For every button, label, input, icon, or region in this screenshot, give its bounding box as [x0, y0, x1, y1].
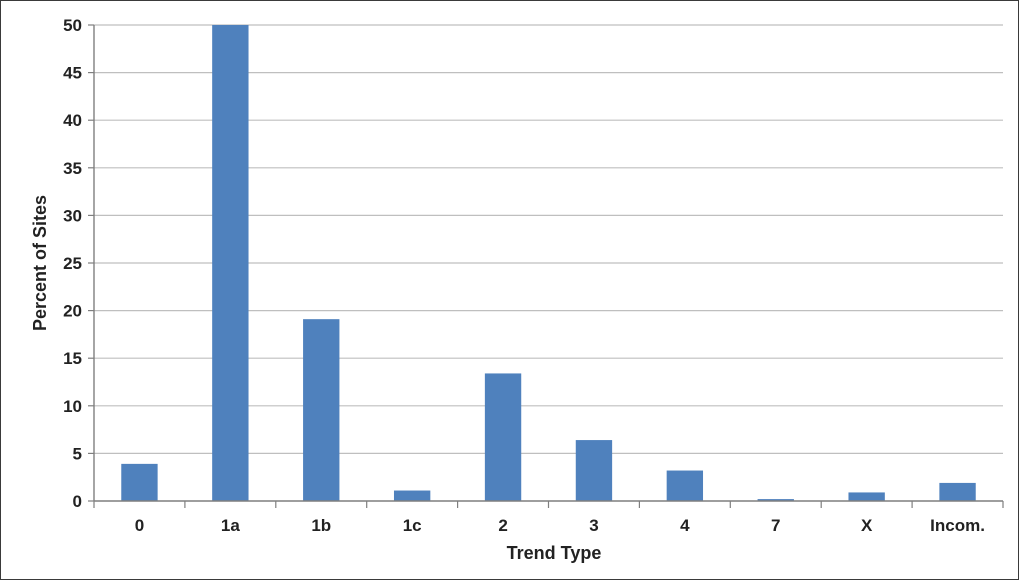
x-tick-label: 0	[135, 516, 144, 535]
x-tick-label: 4	[680, 516, 690, 535]
bar-2	[484, 373, 522, 501]
y-axis-title: Percent of Sites	[30, 195, 50, 331]
x-tick-label: 1b	[311, 516, 331, 535]
x-tick-label: 1c	[403, 516, 422, 535]
y-tick-labels: 0 5 10 15 20 25 30 35 40 45 50	[63, 16, 82, 511]
y-tick-label: 30	[63, 206, 82, 225]
bar-1b	[303, 319, 340, 501]
y-tick-label: 35	[63, 159, 82, 178]
bar-1c	[393, 490, 431, 501]
y-tick-label: 15	[63, 349, 82, 368]
y-tick-label: 50	[63, 16, 82, 35]
bar-3	[575, 440, 613, 501]
x-tick-labels: 0 1a 1b 1c 2 3 4 7 X Incom.	[135, 516, 985, 535]
y-tick-label: 45	[63, 64, 82, 83]
bar-incom	[939, 482, 976, 501]
bars	[121, 25, 976, 501]
x-tick-label: 1a	[221, 516, 240, 535]
x-tick-label: X	[861, 516, 873, 535]
y-tick-label: 0	[73, 492, 82, 511]
x-tick-label: 7	[771, 516, 780, 535]
y-tick-label: 40	[63, 111, 82, 130]
bar-4	[666, 470, 704, 501]
bar-x	[848, 492, 885, 501]
y-tick-label: 5	[73, 444, 82, 463]
bar-0	[121, 463, 158, 501]
axes	[88, 24, 1004, 508]
x-axis-title: Trend Type	[507, 543, 602, 563]
y-tick-label: 10	[63, 397, 82, 416]
bar-7	[757, 499, 794, 501]
y-tick-label: 25	[63, 254, 82, 273]
bar-1a	[212, 25, 249, 501]
x-tick-label: Incom.	[930, 516, 985, 535]
y-tick-label: 20	[63, 302, 82, 321]
x-tick-label: 3	[589, 516, 598, 535]
x-tick-label: 2	[498, 516, 507, 535]
